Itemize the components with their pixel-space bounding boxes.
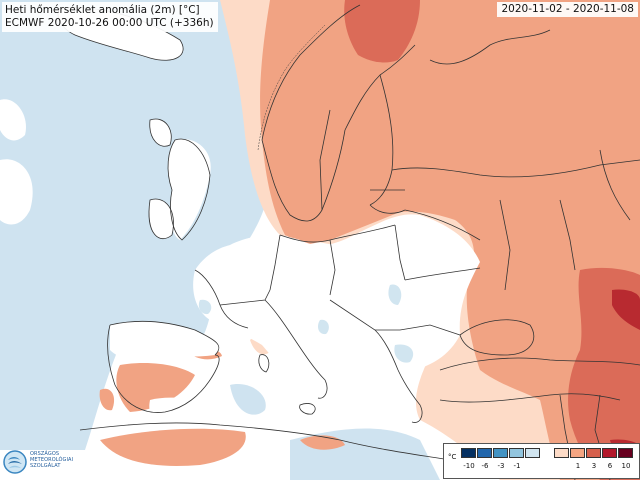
- legend-swatch-negative-1: [477, 448, 492, 458]
- cool-anomaly-regions: [0, 0, 440, 480]
- legend-tick-negative-0: -10: [463, 462, 475, 470]
- legend-tick-negative-1: -6: [481, 462, 489, 470]
- legend-swatch-positive-2: [586, 448, 601, 458]
- legend-tick-positive-1: 1: [575, 462, 581, 470]
- legend-tick-negative-3: -1: [513, 462, 521, 470]
- legend-swatch-positive-4: [618, 448, 633, 458]
- hot-regions: [344, 0, 640, 480]
- legend-swatch-negative-0: [461, 448, 476, 458]
- norway-coast-detail: [257, 24, 326, 151]
- model-run-info: ECMWF 2020-10-26 00:00 UTC (+336h): [5, 17, 214, 29]
- legend-tick-positive-4: 10: [621, 462, 631, 470]
- legend-swatch-positive-1: [570, 448, 585, 458]
- legend-swatch-negative-2: [493, 448, 508, 458]
- omsz-logo: ORSZÁGOS METEOROLÓGIAI SZOLGÁLAT: [2, 446, 80, 478]
- map-title-box: Heti hőmérséklet anomália (2m) [°C] ECMW…: [2, 2, 218, 32]
- neutral-regions: [110, 214, 480, 427]
- legend-tick-positive-3: 6: [607, 462, 613, 470]
- map-title: Heti hőmérséklet anomália (2m) [°C]: [5, 4, 200, 16]
- legend-tick-positive-2: 3: [591, 462, 597, 470]
- legend-unit: °C: [448, 453, 457, 461]
- omsz-logo-icon: [3, 450, 27, 474]
- legend-swatch-positive-0: [554, 448, 569, 458]
- legend-swatch-negative-3: [509, 448, 524, 458]
- legend-swatch-negative-4: [525, 448, 540, 458]
- cool-patches: [198, 284, 414, 363]
- color-legend: °C -10 -6 -3 -1 1 3 6 10: [443, 443, 640, 479]
- date-range-label: 2020-11-02 - 2020-11-08: [497, 2, 638, 17]
- legend-swatch-positive-3: [602, 448, 617, 458]
- omsz-logo-text: ORSZÁGOS METEOROLÓGIAI SZOLGÁLAT: [30, 451, 74, 469]
- legend-tick-negative-2: -3: [497, 462, 505, 470]
